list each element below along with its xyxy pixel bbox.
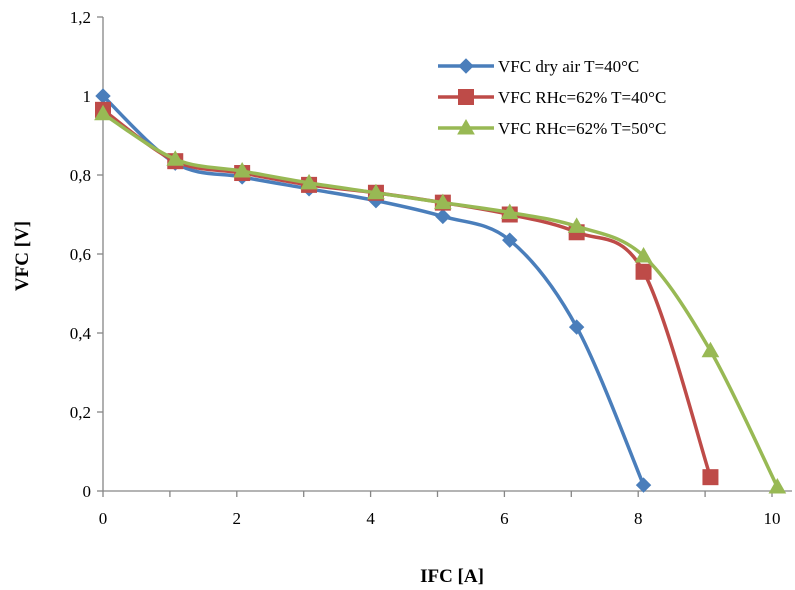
y-tick-label: 0,2: [70, 403, 91, 422]
data-point: [701, 341, 720, 358]
y-tick-label: 0: [83, 482, 92, 501]
data-point: [433, 193, 452, 210]
data-point: [768, 478, 787, 494]
x-tick-label: 6: [500, 509, 509, 528]
data-point: [567, 217, 586, 233]
data-point: [634, 246, 653, 263]
axes: 0 0,2 0,4 0,6 0,8 1 1,2 0 2 4 6 8 10: [70, 8, 792, 528]
series-layer: [94, 88, 787, 494]
data-point: [635, 477, 652, 493]
x-tick-label: 8: [634, 509, 643, 528]
data-point: [435, 208, 451, 225]
y-tick-label: 0,4: [70, 324, 92, 343]
legend: VFC dry air T=40°C VFC RHc=62% T=40°C VFC …: [438, 57, 666, 138]
x-tick-label: 0: [99, 509, 108, 528]
data-point: [635, 263, 652, 280]
series-line: [101, 112, 780, 489]
series-2: [95, 101, 719, 486]
y-axis-title: VFC [V]: [12, 221, 33, 291]
data-point: [500, 203, 519, 220]
data-point: [702, 469, 719, 486]
data-point: [300, 173, 318, 190]
data-point: [568, 319, 585, 335]
series-3: [94, 104, 787, 494]
y-tick-label: 1: [83, 87, 92, 106]
data-point: [233, 162, 252, 178]
data-point: [166, 150, 185, 166]
data-point: [367, 183, 385, 200]
legend-item: VFC dry air T=40°C: [438, 57, 639, 76]
legend-label: VFC dry air T=40°C: [498, 57, 639, 76]
series-1: [95, 88, 652, 493]
legend-item: VFC RHc=62% T=50°C: [438, 118, 666, 138]
x-tick-label: 4: [366, 509, 375, 528]
y-tick-label: 0,8: [70, 166, 91, 185]
y-tick-label: 1,2: [70, 8, 91, 27]
legend-marker: [458, 89, 474, 105]
legend-label: VFC RHc=62% T=50°C: [498, 119, 666, 138]
legend-marker: [458, 58, 474, 74]
data-point: [94, 104, 112, 121]
x-tick-label: 2: [233, 509, 242, 528]
legend-marker: [457, 118, 475, 135]
legend-item: VFC RHc=62% T=40°C: [438, 88, 666, 107]
x-axis-title: IFC [A]: [420, 566, 484, 587]
data-point: [502, 232, 518, 248]
x-tick-label: 10: [764, 509, 781, 528]
legend-label: VFC RHc=62% T=40°C: [498, 88, 666, 107]
y-tick-label: 0,6: [70, 245, 91, 264]
series-line: [101, 94, 646, 487]
